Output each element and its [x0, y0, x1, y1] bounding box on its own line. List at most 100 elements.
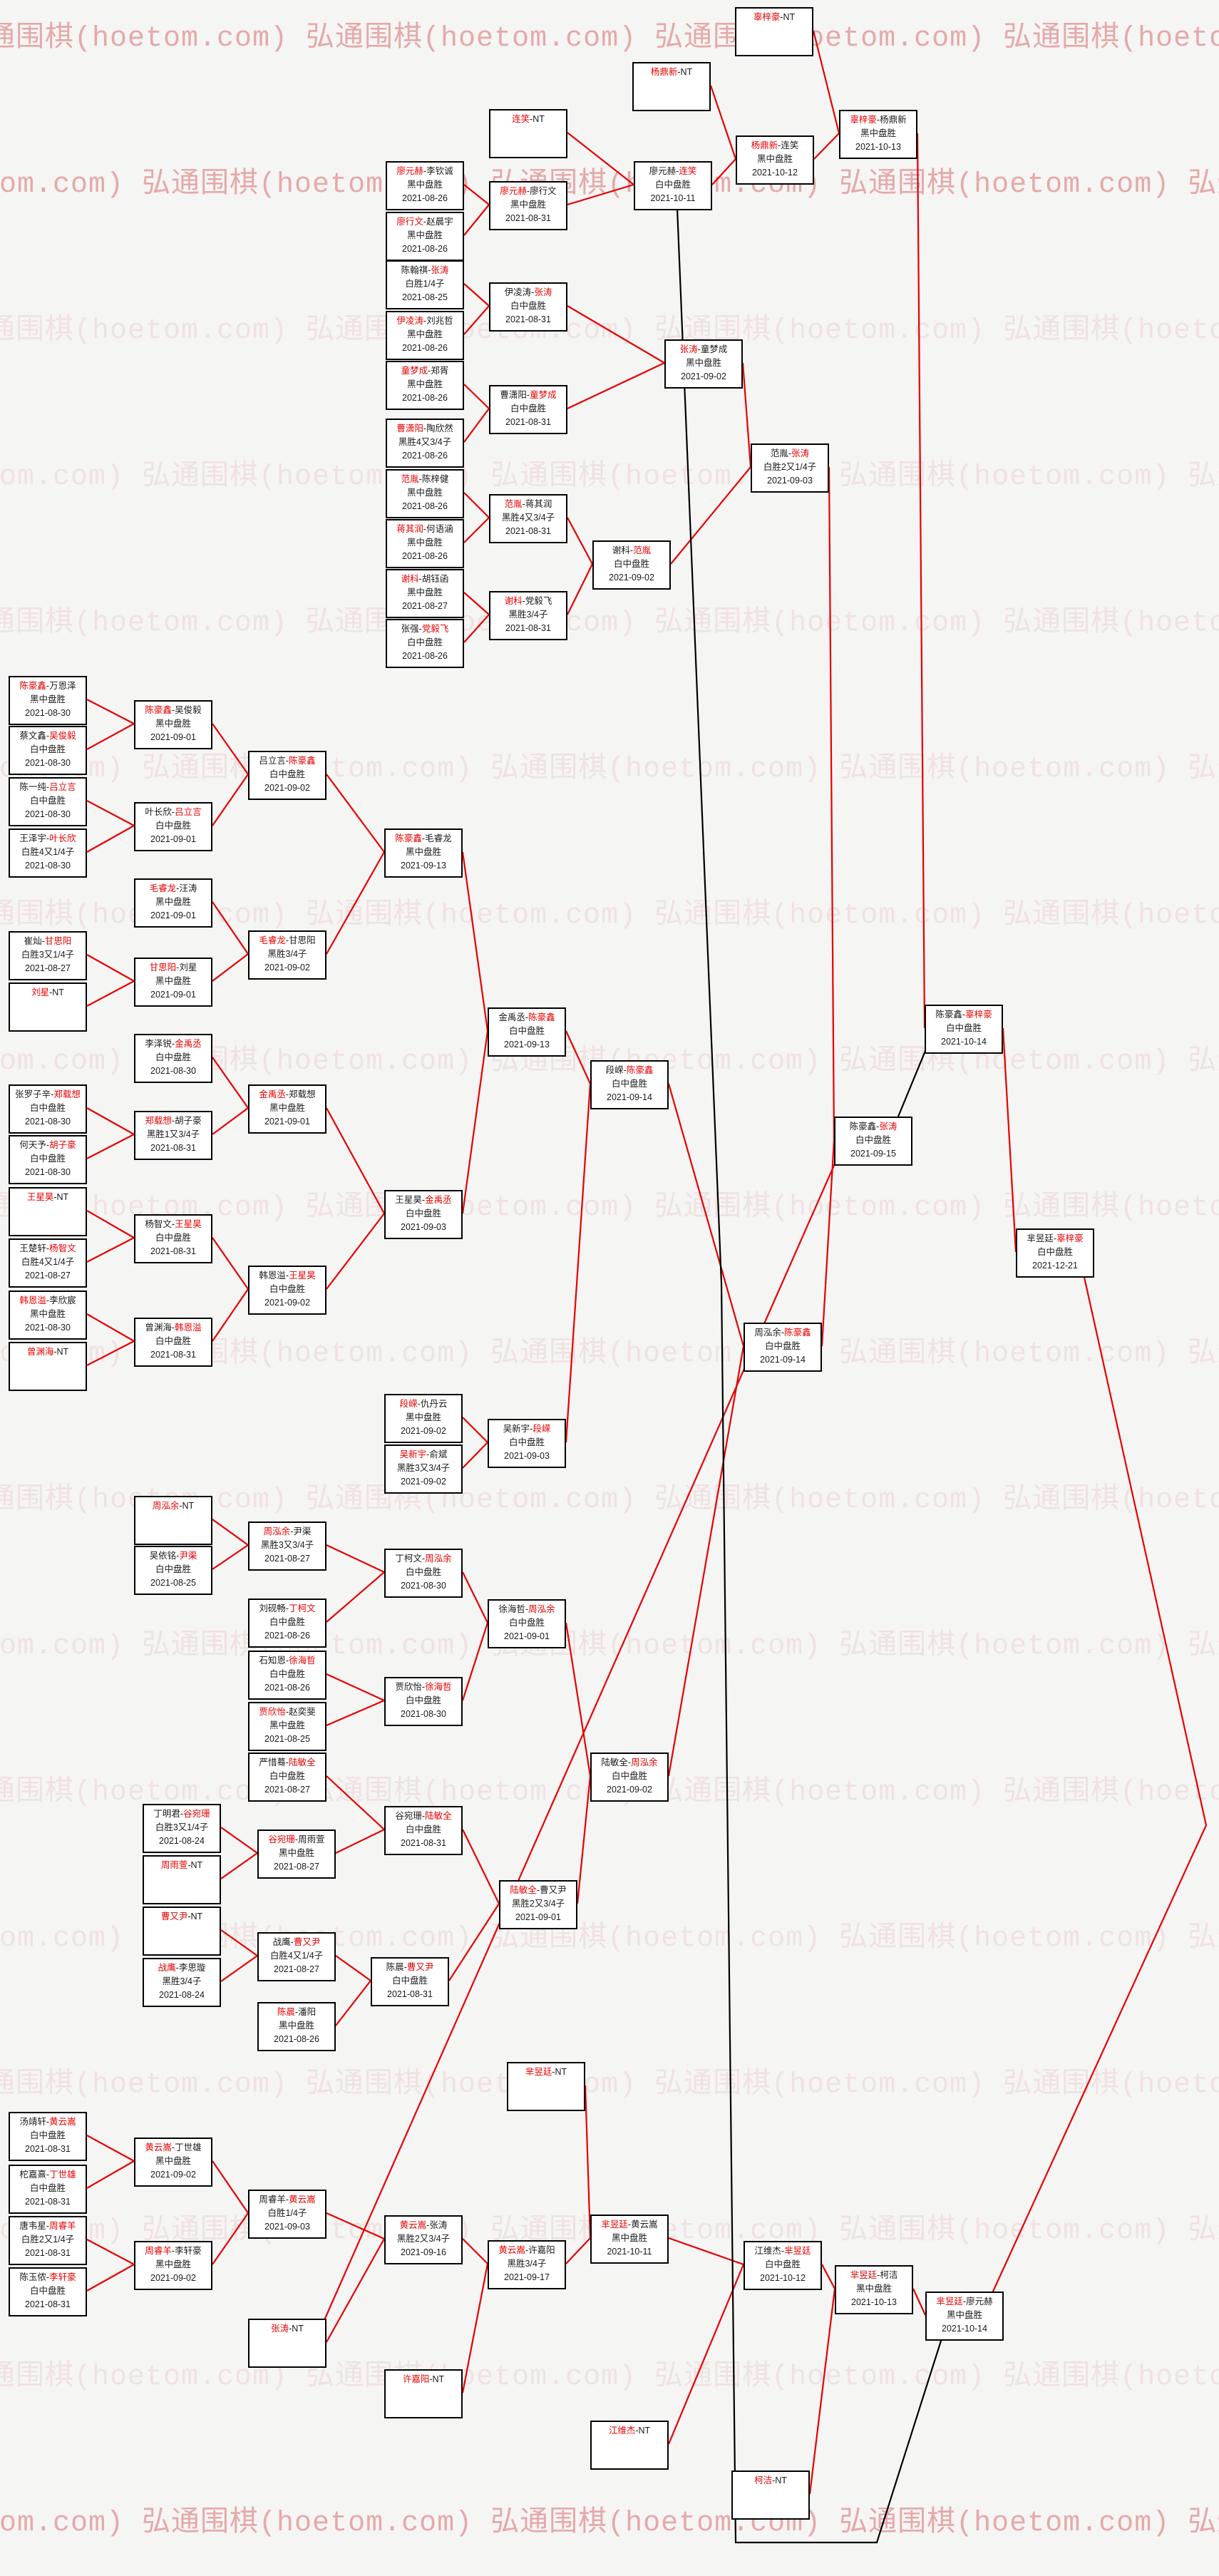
match-box-c3[interactable]: 谢科-范胤 白中盘胜 2021-09-02: [592, 540, 671, 590]
match-box-l3[interactable]: 芈昱廷-辜梓豪 白中盘胜 2021-12-21: [1016, 1228, 1094, 1278]
match-box-k2[interactable]: 周泓余-陈豪鑫 白中盘胜 2021-09-14: [744, 1323, 822, 1372]
match-box-u2[interactable]: 柁嘉熹-丁世雄 白中盘胜 2021-08-31: [9, 2165, 87, 2214]
match-box-a3[interactable]: 陈翰祺-张涛 白胜1/4子 2021-08-25: [386, 260, 464, 309]
match-box-f3[interactable]: 陈一纯-吕立言 白中盘胜 2021-08-30: [9, 777, 87, 826]
match-box-h3[interactable]: 金禹丞-郑载想 黑中盘胜 2021-09-01: [248, 1084, 326, 1134]
match-box-aa2[interactable]: 柯洁-NT: [731, 2470, 810, 2520]
match-date: 2021-08-25: [264, 1734, 310, 1744]
match-box-q1[interactable]: 陆敏全-周泓余 白中盘胜 2021-09-02: [590, 1753, 669, 1802]
match-box-n3[interactable]: 石知恩-徐海哲 白中盘胜 2021-08-26: [248, 1651, 326, 1700]
match-box-i1[interactable]: 陈豪鑫-毛睿龙 黑中盘胜 2021-09-13: [384, 828, 463, 878]
match-box-g2[interactable]: 叶长欣-吕立言 白中盘胜 2021-09-01: [134, 802, 212, 851]
match-box-a1[interactable]: 廖元赫-李钦诚 黑中盘胜 2021-08-26: [386, 161, 464, 210]
match-box-k1[interactable]: 段嵘-陈豪鑫 白中盘胜 2021-09-14: [590, 1060, 669, 1109]
match-box-j4[interactable]: 吴新宇-段嵘 白中盘胜 2021-09-03: [488, 1419, 566, 1468]
match-box-e1[interactable]: 杨鼎新-NT: [632, 62, 711, 111]
match-box-m2[interactable]: 吴依铭-尹渠 白中盘胜 2021-08-25: [134, 1546, 212, 1595]
match-box-n1[interactable]: 周泓余-尹渠 黑胜3又3/4子 2021-08-27: [248, 1522, 326, 1571]
match-box-j3[interactable]: 吴新宇-俞斌 黑胜3又3/4子 2021-09-02: [384, 1444, 463, 1494]
match-box-b5[interactable]: 谢科-党毅飞 黑胜3/4子 2021-08-31: [489, 591, 567, 640]
match-box-r2[interactable]: 周雨萱-NT: [143, 1855, 221, 1904]
match-box-c2[interactable]: 张涛-童梦成 黑中盘胜 2021-09-02: [664, 339, 743, 389]
match-box-r3[interactable]: 曹又尹-NT: [143, 1907, 221, 1956]
match-box-x1[interactable]: 黄云嵩-张涛 黑胜2又3/4子 2021-09-16: [384, 2215, 463, 2264]
match-box-lx[interactable]: 连笑-NT: [489, 109, 567, 158]
match-box-f7[interactable]: 何天予-胡子豪 白中盘胜 2021-08-30: [9, 1135, 87, 1184]
match-box-v1[interactable]: 黄云嵩-丁世雄 黑中盘胜 2021-09-02: [134, 2138, 212, 2187]
match-box-f5[interactable]: 崔灿-甘思阳 白胜3又1/4子 2021-08-27: [9, 931, 87, 980]
match-box-r1[interactable]: 丁明君-谷宛珊 白胜3又1/4子 2021-08-24: [143, 1804, 221, 1853]
match-box-p1[interactable]: 徐海哲-周泓余 白中盘胜 2021-09-01: [488, 1599, 566, 1648]
match-box-r4[interactable]: 战鹰-李思璇 黑胜3/4子 2021-08-24: [143, 1958, 221, 2007]
match-box-g6[interactable]: 郑载想-胡子豪 黑胜1又3/4子 2021-08-31: [134, 1111, 212, 1160]
match-box-e2[interactable]: 辜梓豪-杨鼎新 黑中盘胜 2021-10-13: [839, 110, 917, 159]
match-box-o1[interactable]: 丁柯文-周泓余 白中盘胜 2021-08-30: [384, 1549, 463, 1598]
match-box-j1[interactable]: 金禹丞-陈豪鑫 白中盘胜 2021-09-13: [488, 1007, 566, 1057]
match-box-g4[interactable]: 甘思阳-刘星 黑中盘胜 2021-09-01: [134, 958, 212, 1007]
match-box-g5[interactable]: 李泽锐-金禹丞 白中盘胜 2021-08-30: [134, 1034, 212, 1083]
match-box-g3[interactable]: 毛睿龙-汪涛 黑中盘胜 2021-09-01: [134, 878, 212, 928]
match-box-w2[interactable]: 张涛-NT: [248, 2319, 326, 2368]
match-box-o2[interactable]: 贾欣怡-徐海哲 白中盘胜 2021-08-30: [384, 1677, 463, 1726]
match-box-g1[interactable]: 陈豪鑫-吴俊毅 黑中盘胜 2021-09-01: [134, 700, 212, 749]
match-box-g7[interactable]: 杨智文-王星昊 白中盘胜 2021-08-31: [134, 1214, 212, 1263]
match-box-m1[interactable]: 周泓余-NT: [134, 1496, 212, 1545]
match-box-my[interactable]: 芈昱廷-NT: [507, 2062, 585, 2111]
match-box-n4[interactable]: 贾欣怡-赵奕斐 黑中盘胜 2021-08-25: [248, 1702, 326, 1751]
match-box-f8[interactable]: 王星昊-NT: [9, 1187, 87, 1236]
match-box-s1[interactable]: 谷宛珊-周雨萱 黑中盘胜 2021-08-27: [257, 1830, 336, 1879]
match-box-a2[interactable]: 廖行文-赵晨宇 黑中盘胜 2021-08-26: [386, 212, 464, 261]
match-box-c1[interactable]: 廖元赫-连笑 白中盘胜 2021-10-11: [634, 161, 712, 210]
match-box-s2[interactable]: 战鹰-曹又尹 白胜4又1/4子 2021-08-27: [257, 1932, 336, 1981]
match-box-d1[interactable]: 杨鼎新-连笑 黑中盘胜 2021-10-12: [736, 135, 814, 185]
match-box-x2[interactable]: 许嘉阳-NT: [384, 2369, 463, 2418]
match-box-u4[interactable]: 陈玉侬-李轩豪 白中盘胜 2021-08-31: [9, 2267, 87, 2316]
match-box-j2[interactable]: 段嵘-仇丹云 黑中盘胜 2021-09-02: [384, 1394, 463, 1443]
match-box-n2[interactable]: 刘砚畅-丁柯文 白中盘胜 2021-08-26: [248, 1599, 326, 1648]
match-box-aa1[interactable]: 江维杰-芈昱廷 白中盘胜 2021-10-12: [744, 2241, 822, 2290]
match-box-a5[interactable]: 童梦成-郑胥 黑中盘胜 2021-08-26: [386, 361, 464, 410]
match-box-cc1[interactable]: 芈昱廷-廖元赫 黑中盘胜 2021-10-14: [925, 2292, 1004, 2341]
match-box-u1[interactable]: 汤靖轩-黄云嵩 白中盘胜 2021-08-31: [9, 2112, 87, 2161]
match-box-o3[interactable]: 谷宛珊-陆敏全 白中盘胜 2021-08-31: [384, 1806, 463, 1855]
match-box-b4[interactable]: 范胤-蒋其润 黑胜4又3/4子 2021-08-31: [489, 494, 567, 543]
match-box-y1[interactable]: 黄云嵩-许嘉阳 黑胜3/4子 2021-09-17: [488, 2240, 566, 2289]
match-box-fz[interactable]: 张罗子辛-郑载想 白中盘胜 2021-08-30: [9, 1084, 87, 1134]
match-box-b3[interactable]: 曹潇阳-童梦成 白中盘胜 2021-08-31: [489, 385, 567, 434]
match-box-b1[interactable]: 廖元赫-廖行文 黑中盘胜 2021-08-31: [489, 181, 567, 230]
match-box-f1[interactable]: 陈豪鑫-万恩泽 黑中盘胜 2021-08-30: [9, 676, 87, 725]
match-box-n5[interactable]: 严惜蓦-陆敏全 白中盘胜 2021-08-27: [248, 1753, 326, 1802]
match-box-z2[interactable]: 江维杰-NT: [590, 2421, 669, 2470]
match-box-t1[interactable]: 陈晨-曹又尹 白中盘胜 2021-08-31: [371, 1957, 449, 2006]
match-box-f11[interactable]: 曾渊海-NT: [9, 1342, 87, 1391]
match-box-f4[interactable]: 王泽宇-叶长欣 白胜4又1/4子 2021-08-30: [9, 828, 87, 878]
player1-name: 陈一纯: [19, 782, 46, 792]
match-box-g8[interactable]: 曾渊海-韩恩溢 白中盘胜 2021-08-31: [134, 1318, 212, 1367]
match-box-a6[interactable]: 曹潇阳-陶欣然 黑胜4又3/4子 2021-08-26: [386, 419, 464, 468]
match-box-l2[interactable]: 陈豪鑫-辜梓豪 白中盘胜 2021-10-14: [925, 1005, 1003, 1054]
match-box-f10[interactable]: 韩恩溢-李欣宸 黑中盘胜 2021-08-30: [9, 1290, 87, 1340]
match-box-d2[interactable]: 范胤-张涛 白胜2又1/4子 2021-09-03: [751, 443, 829, 493]
match-box-h1[interactable]: 吕立言-陈豪鑫 白中盘胜 2021-09-02: [248, 751, 326, 800]
match-box-bb1[interactable]: 芈昱廷-柯洁 黑中盘胜 2021-10-13: [835, 2265, 913, 2314]
match-box-h2[interactable]: 毛睿龙-甘思阳 黑胜3/4子 2021-09-02: [248, 930, 326, 980]
match-box-f6[interactable]: 刘星-NT: [9, 982, 87, 1032]
match-box-a7[interactable]: 范胤-陈梓健 黑中盘胜 2021-08-26: [386, 469, 464, 518]
match-box-w1[interactable]: 周睿羊-黄云嵩 白胜1/4子 2021-09-03: [248, 2190, 326, 2239]
match-box-h4[interactable]: 韩恩溢-王星昊 白中盘胜 2021-09-02: [248, 1266, 326, 1315]
match-box-b2[interactable]: 伊凌涛-张涛 白中盘胜 2021-08-31: [489, 282, 567, 332]
match-box-f9[interactable]: 王楚轩-杨智文 白胜4又1/4子 2021-08-27: [9, 1238, 87, 1288]
match-box-i2[interactable]: 王星昊-金禹丞 白中盘胜 2021-09-03: [384, 1190, 463, 1239]
match-box-a9[interactable]: 谢科-胡钰函 黑中盘胜 2021-08-27: [386, 569, 464, 618]
match-box-s3[interactable]: 陈晨-潘阳 黑中盘胜 2021-08-26: [257, 2002, 336, 2051]
match-box-u3[interactable]: 唐韦星-周睿羊 白胜2又1/4子 2021-08-31: [9, 2216, 87, 2265]
match-box-f2[interactable]: 蔡文鑫-吴俊毅 白中盘胜 2021-08-30: [9, 726, 87, 775]
match-box-p2[interactable]: 陆敏全-曹又尹 黑胜2又3/4子 2021-09-01: [499, 1880, 577, 1929]
match-box-a10[interactable]: 张强-党毅飞 白中盘胜 2021-08-26: [386, 619, 464, 668]
match-box-a8[interactable]: 蒋其润-何语涵 黑中盘胜 2021-08-26: [386, 519, 464, 568]
match-box-v2[interactable]: 周睿羊-李轩豪 黑中盘胜 2021-09-02: [134, 2241, 212, 2290]
match-box-a4[interactable]: 伊凌涛-刘兆哲 黑中盘胜 2021-08-26: [386, 311, 464, 360]
match-box-l1[interactable]: 陈豪鑫-张涛 白中盘胜 2021-09-15: [834, 1117, 912, 1166]
match-box-e0[interactable]: 辜梓豪-NT: [735, 7, 813, 56]
match-box-z1[interactable]: 芈昱廷-黄云嵩 黑中盘胜 2021-10-11: [590, 2215, 669, 2264]
